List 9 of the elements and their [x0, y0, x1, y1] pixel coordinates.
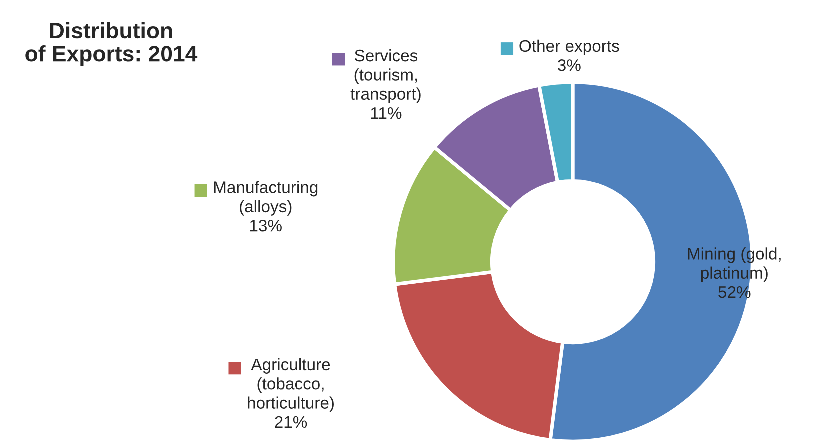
data-label: 21%	[275, 416, 308, 428]
data-label: 3%	[558, 59, 581, 72]
legend-label: Other exports	[520, 40, 620, 56]
legend-label: Manufacturing (alloys)	[214, 181, 318, 216]
data-label: 13%	[250, 220, 282, 232]
legend-label: Agriculture (tobacco, horticulture)	[248, 358, 334, 412]
data-label: 11%	[371, 107, 402, 120]
legend-label: Services (tourism, transport)	[350, 49, 421, 104]
chart-title: Distribution of Exports: 2014	[26, 22, 198, 66]
